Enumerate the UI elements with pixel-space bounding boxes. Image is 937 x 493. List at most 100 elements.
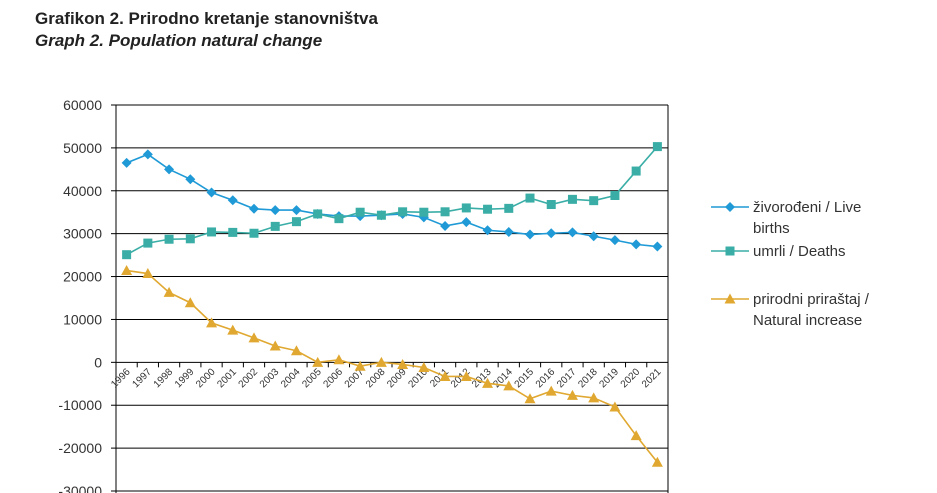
data-point (610, 190, 620, 200)
data-point (291, 205, 302, 216)
data-point (249, 228, 259, 238)
y-tick-label: -30000 (58, 483, 102, 493)
data-point (398, 207, 408, 217)
data-point (418, 361, 430, 372)
y-tick-label: 60000 (63, 97, 102, 113)
x-tick-label: 1999 (173, 366, 197, 390)
legend-item-3: prirodni priraštaj / Natural increase (711, 291, 870, 329)
data-point (630, 430, 642, 441)
data-point (588, 231, 599, 242)
y-tick-label: 40000 (63, 183, 102, 199)
data-point (313, 209, 323, 219)
data-point (143, 238, 153, 248)
x-tick-label: 2001 (215, 366, 239, 390)
data-point (567, 227, 578, 238)
data-point (652, 142, 662, 152)
data-point (269, 340, 281, 351)
x-tick-label: 2021 (640, 366, 664, 390)
data-point (503, 226, 514, 237)
x-tick-label: 2005 (300, 366, 324, 390)
data-point (461, 217, 472, 228)
data-point (482, 225, 493, 236)
data-point (142, 268, 154, 279)
x-tick-label: 2017 (555, 366, 579, 390)
data-point (483, 204, 493, 214)
y-tick-label: 10000 (63, 311, 102, 327)
data-point (589, 196, 599, 206)
data-point (270, 221, 280, 231)
data-point (525, 229, 535, 240)
data-point (185, 234, 195, 244)
data-point (185, 174, 196, 185)
x-tick-label: 1996 (109, 366, 133, 390)
data-point (440, 207, 450, 217)
x-tick-label: 1998 (152, 366, 176, 390)
data-point (163, 286, 175, 297)
series-2 (122, 142, 662, 260)
data-point (227, 195, 238, 206)
x-tick-label: 2009 (385, 366, 409, 390)
data-point (290, 345, 302, 356)
data-point (207, 227, 217, 237)
data-point (525, 193, 535, 203)
x-tick-label: 1997 (130, 366, 154, 390)
grid-layer (111, 104, 669, 493)
legend-label: Natural increase (753, 312, 862, 329)
data-point (312, 356, 324, 367)
x-tick-label: 2018 (576, 366, 600, 390)
x-axis-ticks: 1996199719981999200020012002200320042005… (109, 366, 664, 390)
data-point (546, 228, 557, 239)
data-point (142, 149, 153, 160)
y-tick-label: 0 (94, 354, 102, 370)
data-point (354, 360, 366, 371)
series-layer (121, 142, 663, 467)
data-point (609, 235, 620, 246)
data-point (206, 317, 218, 328)
data-point (651, 456, 663, 467)
data-point (461, 203, 471, 213)
data-point (460, 370, 472, 381)
series-3 (121, 265, 663, 467)
data-point (482, 377, 494, 388)
x-tick-label: 2004 (279, 366, 303, 390)
data-point (376, 210, 386, 220)
legend-label: umrli / Deaths (753, 243, 846, 260)
data-point (546, 200, 556, 210)
legend-marker (725, 202, 735, 212)
legend: živorođeni / Live births umrli / Deaths pri… (711, 199, 870, 329)
y-tick-label: 30000 (63, 226, 102, 242)
x-tick-label: 2003 (258, 366, 282, 390)
data-point (440, 220, 451, 231)
data-point (184, 297, 196, 308)
data-point (609, 401, 621, 412)
chart-subtitle: Graph 2. Population natural change (35, 31, 323, 50)
chart-title: Grafikon 2. Prirodno kretanje stanovništ… (35, 9, 378, 28)
data-point (588, 392, 600, 403)
data-point (206, 187, 217, 198)
data-point (355, 207, 365, 217)
data-point (566, 389, 578, 400)
data-point (228, 227, 238, 237)
data-point (375, 356, 387, 367)
legend-marker (724, 293, 736, 304)
data-point (248, 332, 260, 343)
legend-label: births (753, 220, 790, 237)
data-point (419, 207, 429, 217)
data-point (122, 250, 132, 260)
x-tick-label: 2006 (322, 366, 346, 390)
data-point (121, 265, 133, 276)
x-tick-label: 2019 (598, 366, 622, 390)
data-point (164, 234, 174, 244)
data-point (227, 324, 239, 335)
legend-label: prirodni priraštaj / (753, 291, 870, 308)
data-point (121, 157, 132, 168)
data-point (164, 164, 175, 175)
title-block: Grafikon 2. Prirodno kretanje stanovništ… (35, 8, 378, 52)
data-point (439, 370, 451, 381)
data-point (631, 166, 641, 176)
y-tick-label: -20000 (58, 440, 102, 456)
y-axis-ticks: 60000 50000 40000 30000 20000 10000 0 -10000 -20… (58, 97, 102, 493)
data-point (397, 358, 409, 369)
data-point (631, 239, 642, 250)
